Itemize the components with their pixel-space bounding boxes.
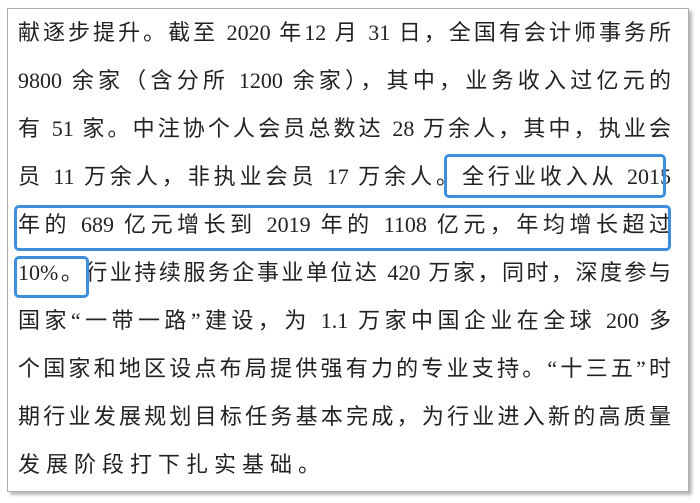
text-line: 9800 余家（含分所 1200 余家），其中，业务收入过亿元的 [18, 68, 671, 93]
text-line: 国家“一带一路”建设，为 1.1 万家中国企业在全球 200 多 [18, 308, 671, 333]
text-line: 献逐步提升。截至 2020 年12 月 31 日，全国有会计师事务所 [18, 20, 671, 45]
text-line: 员 11 万余人，非执业会员 17 万余人。全行业收入从 2015 [18, 164, 671, 189]
text-line: 期行业发展规划目标任务基本完成，为行业进入新的高质量 [18, 404, 671, 429]
paragraph: 献逐步提升。截至 2020 年12 月 31 日，全国有会计师事务所 9800 … [18, 9, 671, 489]
text-line: 个国家和地区设点布局提供强有力的专业支持。“十三五”时 [18, 356, 671, 381]
text-line: 年的 689 亿元增长到 2019 年的 1108 亿元，年均增长超过 [18, 212, 671, 237]
text-line: 发展阶段打下扎实基础。 [18, 452, 327, 477]
text-line: 有 51 家。中注协个人会员总数达 28 万余人，其中，执业会 [18, 116, 671, 141]
text-line: 10%。行业持续服务企事业单位达 420 万家，同时，深度参与 [18, 260, 671, 285]
document-page: 献逐步提升。截至 2020 年12 月 31 日，全国有会计师事务所 9800 … [7, 8, 689, 492]
